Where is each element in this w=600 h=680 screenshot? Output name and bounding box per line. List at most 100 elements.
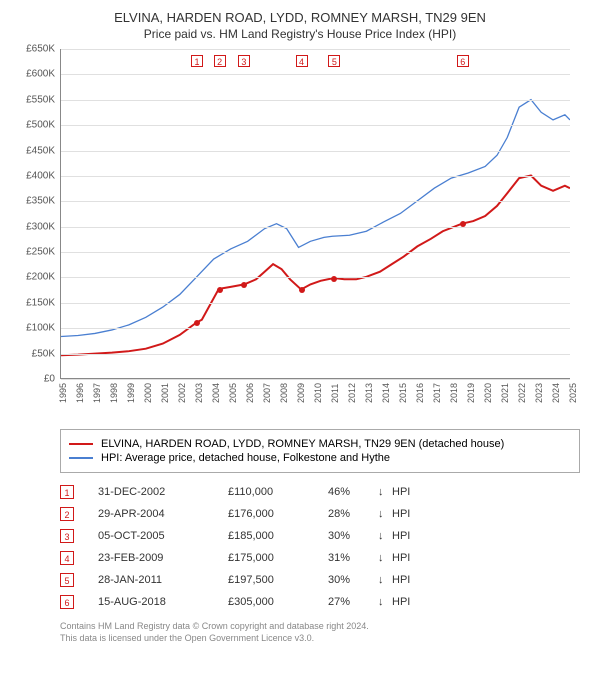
transaction-table: 131-DEC-2002£110,00046%↓HPI229-APR-2004£… xyxy=(60,481,580,613)
x-tick-label: 2014 xyxy=(381,383,391,403)
y-tick-label: £200K xyxy=(26,272,55,283)
y-tick-label: £500K xyxy=(26,120,55,131)
x-tick-label: 2017 xyxy=(432,383,442,403)
x-tick-label: 1999 xyxy=(126,383,136,403)
row-pct: 28% xyxy=(328,508,378,520)
table-row: 131-DEC-2002£110,00046%↓HPI xyxy=(60,481,580,503)
legend-label: HPI: Average price, detached house, Folk… xyxy=(101,452,390,464)
x-tick-label: 2022 xyxy=(517,383,527,403)
event-marker-1: 1 xyxy=(191,55,203,67)
x-tick-label: 2005 xyxy=(228,383,238,403)
row-price: £110,000 xyxy=(228,486,328,498)
gridline xyxy=(61,303,570,304)
legend-swatch xyxy=(69,443,93,445)
gridline xyxy=(61,379,570,380)
row-hpi: HPI xyxy=(392,530,410,542)
gridline xyxy=(61,201,570,202)
row-marker: 5 xyxy=(60,573,74,587)
gridline xyxy=(61,277,570,278)
row-marker: 6 xyxy=(60,595,74,609)
legend-label: ELVINA, HARDEN ROAD, LYDD, ROMNEY MARSH,… xyxy=(101,438,504,450)
sale-point xyxy=(331,276,337,282)
row-hpi: HPI xyxy=(392,552,410,564)
row-pct: 31% xyxy=(328,552,378,564)
y-tick-label: £400K xyxy=(26,170,55,181)
x-tick-label: 2002 xyxy=(177,383,187,403)
down-arrow-icon: ↓ xyxy=(378,552,392,564)
x-tick-label: 2007 xyxy=(262,383,272,403)
row-marker: 2 xyxy=(60,507,74,521)
event-marker-3: 3 xyxy=(238,55,250,67)
chart-area: £0£50K£100K£150K£200K£250K£300K£350K£400… xyxy=(60,49,570,409)
x-tick-label: 2025 xyxy=(568,383,578,403)
gridline xyxy=(61,49,570,50)
plot-region: 123 4 5 6 xyxy=(60,49,570,379)
title-block: ELVINA, HARDEN ROAD, LYDD, ROMNEY MARSH,… xyxy=(20,10,580,41)
x-tick-label: 2004 xyxy=(211,383,221,403)
down-arrow-icon: ↓ xyxy=(378,530,392,542)
gridline xyxy=(61,354,570,355)
event-marker-5: 5 xyxy=(328,55,340,67)
legend-item: ELVINA, HARDEN ROAD, LYDD, ROMNEY MARSH,… xyxy=(69,438,571,450)
sale-point xyxy=(217,287,223,293)
y-tick-label: £650K xyxy=(26,44,55,55)
row-price: £185,000 xyxy=(228,530,328,542)
y-tick-label: £0 xyxy=(44,374,55,385)
series-line-hpi xyxy=(61,100,570,337)
legend-box: ELVINA, HARDEN ROAD, LYDD, ROMNEY MARSH,… xyxy=(60,429,580,473)
title-line2: Price paid vs. HM Land Registry's House … xyxy=(20,27,580,41)
gridline xyxy=(61,74,570,75)
x-tick-label: 2024 xyxy=(551,383,561,403)
y-tick-label: £550K xyxy=(26,94,55,105)
gridline xyxy=(61,227,570,228)
row-price: £197,500 xyxy=(228,574,328,586)
table-row: 528-JAN-2011£197,50030%↓HPI xyxy=(60,569,580,591)
row-date: 23-FEB-2009 xyxy=(98,552,228,564)
gridline xyxy=(61,151,570,152)
x-tick-label: 2009 xyxy=(296,383,306,403)
x-tick-label: 2000 xyxy=(143,383,153,403)
row-price: £176,000 xyxy=(228,508,328,520)
down-arrow-icon: ↓ xyxy=(378,508,392,520)
row-date: 15-AUG-2018 xyxy=(98,596,228,608)
row-marker: 1 xyxy=(60,485,74,499)
footnote: Contains HM Land Registry data © Crown c… xyxy=(60,621,580,644)
x-tick-label: 2019 xyxy=(466,383,476,403)
footnote-line1: Contains HM Land Registry data © Crown c… xyxy=(60,621,580,633)
y-tick-label: £250K xyxy=(26,247,55,258)
legend-swatch xyxy=(69,457,93,459)
table-row: 615-AUG-2018£305,00027%↓HPI xyxy=(60,591,580,613)
down-arrow-icon: ↓ xyxy=(378,486,392,498)
footnote-line2: This data is licensed under the Open Gov… xyxy=(60,633,580,645)
x-tick-label: 2012 xyxy=(347,383,357,403)
x-tick-label: 2023 xyxy=(534,383,544,403)
row-pct: 30% xyxy=(328,530,378,542)
row-hpi: HPI xyxy=(392,574,410,586)
event-marker-6: 6 xyxy=(457,55,469,67)
x-axis-labels: 1995199619971998199920002001200220032004… xyxy=(60,383,570,413)
table-row: 3 05-OCT-2005£185,00030%↓HPI xyxy=(60,525,580,547)
x-tick-label: 2018 xyxy=(449,383,459,403)
row-marker: 4 xyxy=(60,551,74,565)
x-tick-label: 2011 xyxy=(330,384,340,403)
row-price: £305,000 xyxy=(228,596,328,608)
sale-point xyxy=(460,221,466,227)
table-row: 229-APR-2004£176,00028%↓HPI xyxy=(60,503,580,525)
x-tick-label: 2001 xyxy=(160,383,170,403)
sale-point xyxy=(194,320,200,326)
sale-point xyxy=(241,282,247,288)
event-marker-4: 4 xyxy=(296,55,308,67)
row-hpi: HPI xyxy=(392,596,410,608)
row-marker: 3 xyxy=(60,529,74,543)
gridline xyxy=(61,100,570,101)
y-tick-label: £50K xyxy=(32,348,55,359)
row-hpi: HPI xyxy=(392,508,410,520)
row-pct: 27% xyxy=(328,596,378,608)
event-marker-2: 2 xyxy=(214,55,226,67)
x-tick-label: 2015 xyxy=(398,383,408,403)
x-tick-label: 2021 xyxy=(500,383,510,403)
legend-item: HPI: Average price, detached house, Folk… xyxy=(69,452,571,464)
row-date: 05-OCT-2005 xyxy=(98,530,228,542)
gridline xyxy=(61,125,570,126)
row-date: 31-DEC-2002 xyxy=(98,486,228,498)
